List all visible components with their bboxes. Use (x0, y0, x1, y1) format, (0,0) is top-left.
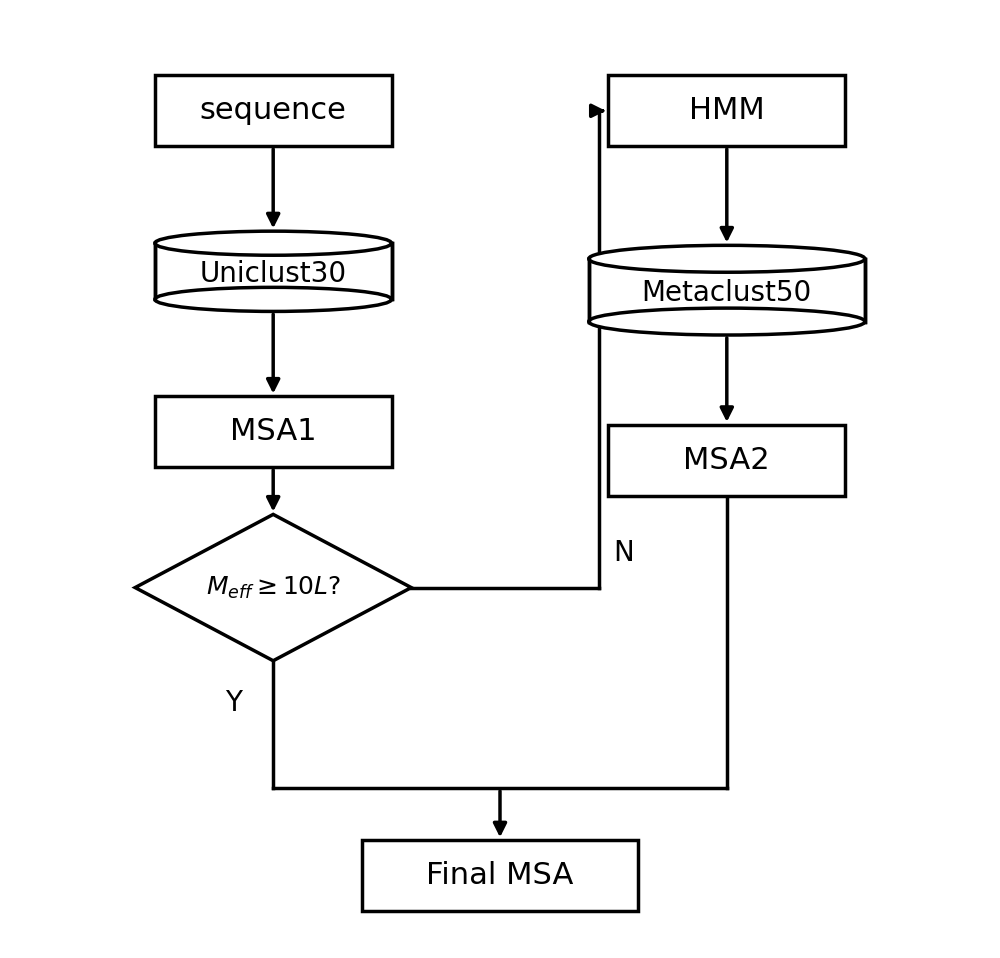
FancyBboxPatch shape (362, 840, 638, 911)
FancyBboxPatch shape (155, 397, 392, 468)
Text: sequence: sequence (200, 97, 347, 125)
Ellipse shape (589, 308, 865, 335)
Text: Final MSA: Final MSA (426, 861, 574, 890)
Text: N: N (613, 538, 634, 567)
Polygon shape (155, 243, 392, 300)
Ellipse shape (589, 245, 865, 272)
Text: MSA2: MSA2 (683, 445, 770, 474)
Polygon shape (135, 514, 411, 661)
Text: Y: Y (225, 689, 242, 718)
Text: Metaclust50: Metaclust50 (642, 279, 812, 307)
Ellipse shape (155, 287, 392, 311)
FancyBboxPatch shape (155, 76, 392, 147)
Text: Uniclust30: Uniclust30 (200, 260, 347, 287)
Ellipse shape (155, 231, 392, 255)
FancyBboxPatch shape (608, 76, 845, 147)
Text: $M_{eff} \geq 10L?$: $M_{eff} \geq 10L?$ (206, 575, 341, 601)
Text: HMM: HMM (689, 97, 765, 125)
Polygon shape (589, 259, 865, 322)
Text: MSA1: MSA1 (230, 418, 317, 446)
FancyBboxPatch shape (608, 424, 845, 495)
